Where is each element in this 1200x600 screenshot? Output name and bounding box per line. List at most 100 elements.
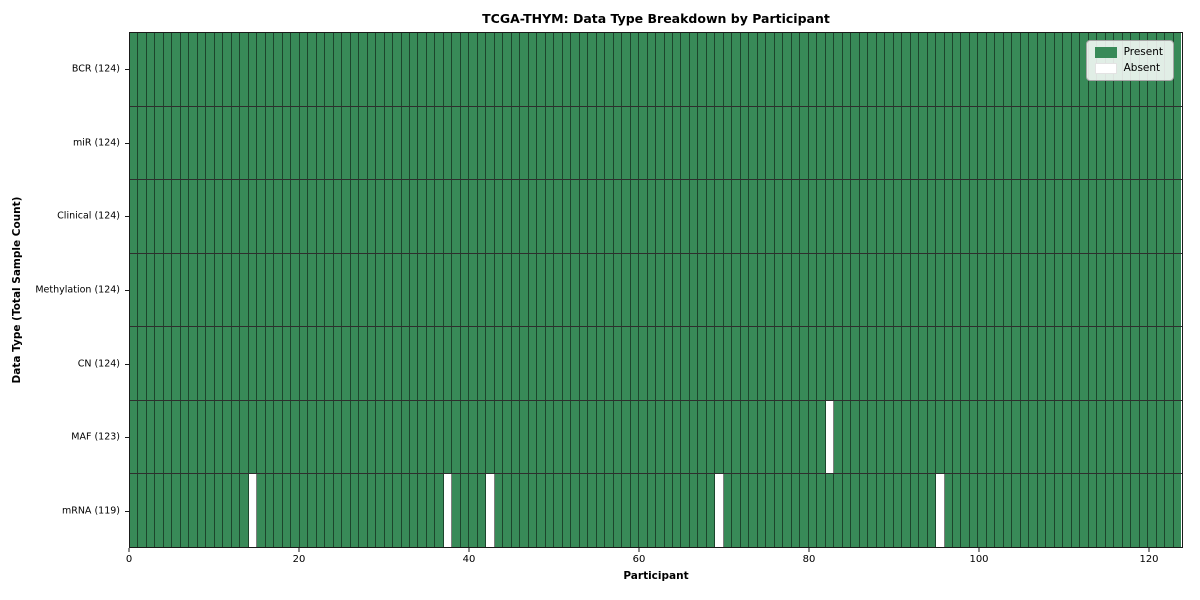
heatmap-cell — [842, 327, 852, 400]
x-tick-label: 40 — [462, 554, 476, 565]
heatmap-cell — [409, 180, 419, 253]
heatmap-cell — [910, 400, 920, 474]
heatmap-cell — [367, 180, 377, 253]
heatmap-cell — [664, 106, 673, 180]
heatmap-cell — [1105, 180, 1115, 253]
heatmap-cell — [1165, 400, 1174, 474]
heatmap-cell — [265, 474, 275, 548]
heatmap-cell — [647, 400, 657, 474]
heatmap-cell — [1003, 474, 1013, 548]
heatmap-cell — [562, 180, 572, 253]
heatmap-cell — [214, 253, 224, 327]
y-tick-label: mRNA (119) — [61, 505, 120, 517]
heatmap-cell — [197, 33, 207, 106]
heatmap-cell — [834, 253, 843, 327]
heatmap-cell — [418, 106, 427, 180]
heatmap-cell — [588, 474, 597, 548]
heatmap-cell — [1080, 106, 1089, 180]
heatmap-cell — [452, 253, 461, 327]
heatmap-cell — [486, 253, 495, 327]
heatmap-cell — [766, 180, 775, 253]
heatmap-cell — [1037, 474, 1047, 548]
heatmap-cell — [783, 400, 792, 474]
heatmap-cell — [902, 180, 911, 253]
heatmap-cell — [961, 400, 970, 474]
heatmap-cell — [477, 180, 487, 253]
heatmap-cell — [426, 400, 436, 474]
heatmap-cell — [206, 180, 215, 253]
heatmap-cell — [562, 474, 572, 548]
heatmap-cell — [316, 400, 326, 474]
heatmap-cell — [656, 106, 665, 180]
heatmap-cell — [265, 33, 275, 106]
heatmap-cell — [868, 400, 877, 474]
heatmap-cell — [952, 400, 962, 474]
heatmap-cell — [291, 180, 300, 253]
present-swatch-icon — [1094, 47, 1117, 58]
heatmap-cell — [961, 33, 970, 106]
heatmap-cell — [783, 474, 792, 548]
heatmap-cell — [214, 33, 224, 106]
legend-label-present: Present — [1123, 46, 1163, 59]
heatmap-cell — [622, 474, 631, 548]
heatmap-cell — [163, 253, 173, 327]
heatmap-cell — [630, 474, 640, 548]
heatmap-cell — [443, 474, 453, 548]
heatmap-cell — [1131, 400, 1140, 474]
heatmap-cell — [189, 253, 198, 327]
heatmap-cell — [443, 253, 453, 327]
heatmap-cell — [511, 474, 521, 548]
heatmap-cell — [511, 180, 521, 253]
heatmap-cell — [1012, 180, 1021, 253]
heatmap-cell — [842, 180, 852, 253]
heatmap-cell — [1165, 180, 1174, 253]
heatmap-cell — [1037, 400, 1047, 474]
heatmap-cell — [308, 33, 317, 106]
heatmap-cell — [1173, 180, 1182, 253]
heatmap-cell — [291, 33, 300, 106]
heatmap-cell — [401, 106, 410, 180]
heatmap-cell — [443, 180, 453, 253]
heatmap-cell — [689, 33, 699, 106]
heatmap-cell — [995, 33, 1004, 106]
heatmap-cell — [282, 474, 292, 548]
heatmap-cell — [774, 327, 784, 400]
heatmap-cell — [588, 106, 597, 180]
heatmap-cell — [1097, 327, 1106, 400]
heatmap-cell — [961, 327, 970, 400]
heatmap-cell — [1071, 180, 1081, 253]
heatmap-cell — [359, 474, 368, 548]
x-tick-mark — [298, 548, 300, 552]
heatmap-cell — [893, 400, 903, 474]
heatmap-cell — [706, 33, 716, 106]
heatmap-cell — [1165, 106, 1174, 180]
heatmap-cell — [393, 327, 402, 400]
heatmap-cell — [130, 180, 139, 253]
heatmap-cell — [342, 400, 351, 474]
heatmap-cell — [172, 106, 181, 180]
heatmap-cell — [265, 180, 275, 253]
heatmap-cell — [172, 33, 181, 106]
heatmap-cell — [494, 33, 504, 106]
heatmap-cell — [130, 474, 139, 548]
heatmap-cell — [622, 106, 631, 180]
heatmap-cell — [902, 106, 911, 180]
heatmap-cell — [248, 33, 258, 106]
heatmap-cell — [732, 33, 741, 106]
heatmap-cell — [197, 474, 207, 548]
heatmap-row-mir — [130, 105, 1182, 180]
x-tick-mark — [1148, 548, 1150, 552]
heatmap-cell — [664, 253, 673, 327]
heatmap-cell — [936, 180, 945, 253]
heatmap-cell — [1029, 474, 1038, 548]
heatmap-cell — [155, 474, 164, 548]
heatmap-cell — [630, 33, 640, 106]
heatmap-cell — [1114, 253, 1123, 327]
heatmap-cell — [528, 180, 538, 253]
heatmap-cell — [477, 106, 487, 180]
heatmap-cell — [766, 474, 775, 548]
heatmap-cell — [986, 400, 996, 474]
heatmap-cell — [299, 253, 309, 327]
heatmap-cell — [749, 180, 758, 253]
